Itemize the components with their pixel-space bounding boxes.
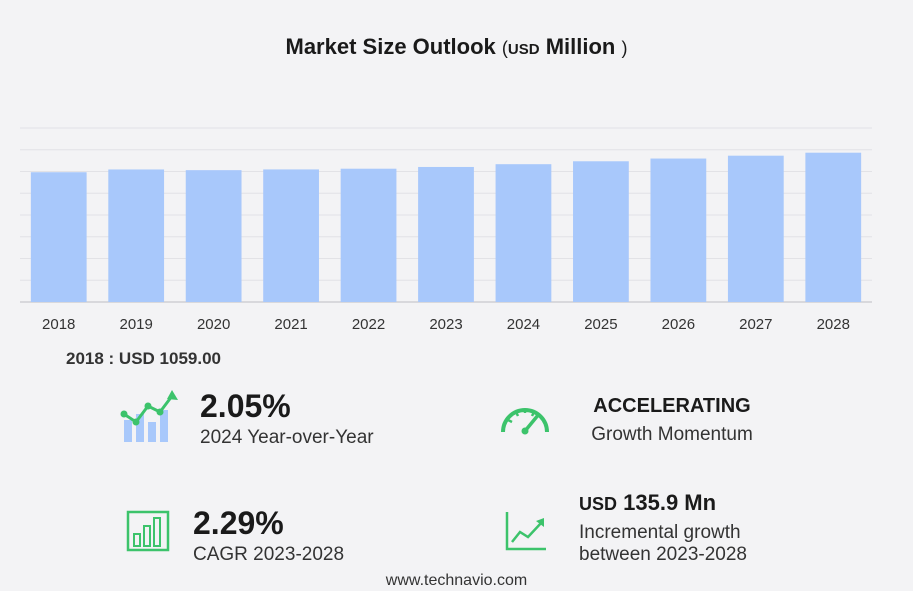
x-tick-2027: 2027	[739, 316, 772, 333]
x-tick-2025: 2025	[584, 316, 617, 333]
kpi-incremental: USD 135.9 Mn Incremental growth between …	[579, 490, 747, 566]
footer-url: www.technavio.com	[385, 572, 528, 589]
bar-2023	[418, 166, 474, 302]
bar-2026	[650, 158, 707, 302]
kpi-cagr-value: 2.29%	[193, 505, 284, 541]
x-tick-2023: 2023	[429, 316, 462, 333]
title-paren-close: )	[621, 38, 628, 58]
chart-bars	[30, 152, 862, 302]
x-tick-2019: 2019	[119, 316, 152, 333]
bar-chart: 2018 2019 2020 2021 2022 2023 2024 2025 2026 2027…	[20, 127, 872, 333]
kpi-cagr: 2.29% CAGR 2023-2028	[193, 505, 344, 566]
chart-title: Market Size Outlook (USD Million )	[0, 34, 913, 60]
kpi-momentum-value: ACCELERATING	[593, 395, 751, 417]
kpi-incremental-amount: 135.9 Mn	[623, 490, 717, 515]
title-unit-million: Million	[545, 34, 616, 59]
kpi-cagr-label: CAGR 2023-2028	[193, 544, 345, 565]
x-tick-2028: 2028	[817, 316, 850, 333]
kpi-yoy: 2.05% 2024 Year-over-Year	[200, 388, 374, 449]
bar-2021	[263, 169, 319, 302]
x-tick-2018: 2018	[42, 316, 75, 333]
bar-2027	[727, 155, 784, 302]
title-main: Market Size Outlook	[285, 34, 496, 59]
bar-2018	[30, 172, 87, 302]
title-unit: USD	[507, 41, 540, 58]
kpi-yoy-value: 2.05%	[200, 388, 291, 424]
kpi-momentum: ACCELERATING Growth Momentum	[572, 395, 772, 446]
kpi-incremental-label1: Incremental growth	[579, 522, 741, 543]
kpi-incremental-currency: USD	[579, 494, 618, 514]
speedometer-icon	[501, 408, 549, 435]
kpi-incremental-value: USD 135.9 Mn	[579, 490, 747, 516]
line-growth-icon	[505, 512, 546, 551]
x-tick-2022: 2022	[352, 316, 385, 333]
bar-chart-icon	[126, 510, 170, 552]
x-tick-2024: 2024	[507, 316, 540, 333]
bar-2025	[573, 161, 629, 302]
bar-2019	[108, 169, 165, 302]
bar-2024	[495, 164, 552, 302]
bar-2020	[185, 170, 242, 302]
kpi-incremental-label2: between 2023-2028	[579, 544, 747, 565]
bar-2028	[805, 152, 862, 302]
base-year-value: 2018 : USD 1059.00	[66, 349, 221, 368]
x-tick-2026: 2026	[662, 316, 695, 333]
kpi-momentum-label: Growth Momentum	[591, 424, 753, 445]
bar-2022	[340, 168, 397, 302]
kpi-yoy-label: 2024 Year-over-Year	[200, 427, 374, 448]
bar-trend-icon	[120, 390, 178, 442]
title-paren-open: (	[501, 38, 508, 58]
x-tick-2021: 2021	[274, 316, 307, 333]
chart-x-ticks: 2018 2019 2020 2021 2022 2023 2024 2025 2026 2027…	[42, 316, 850, 333]
x-tick-2020: 2020	[197, 316, 230, 333]
